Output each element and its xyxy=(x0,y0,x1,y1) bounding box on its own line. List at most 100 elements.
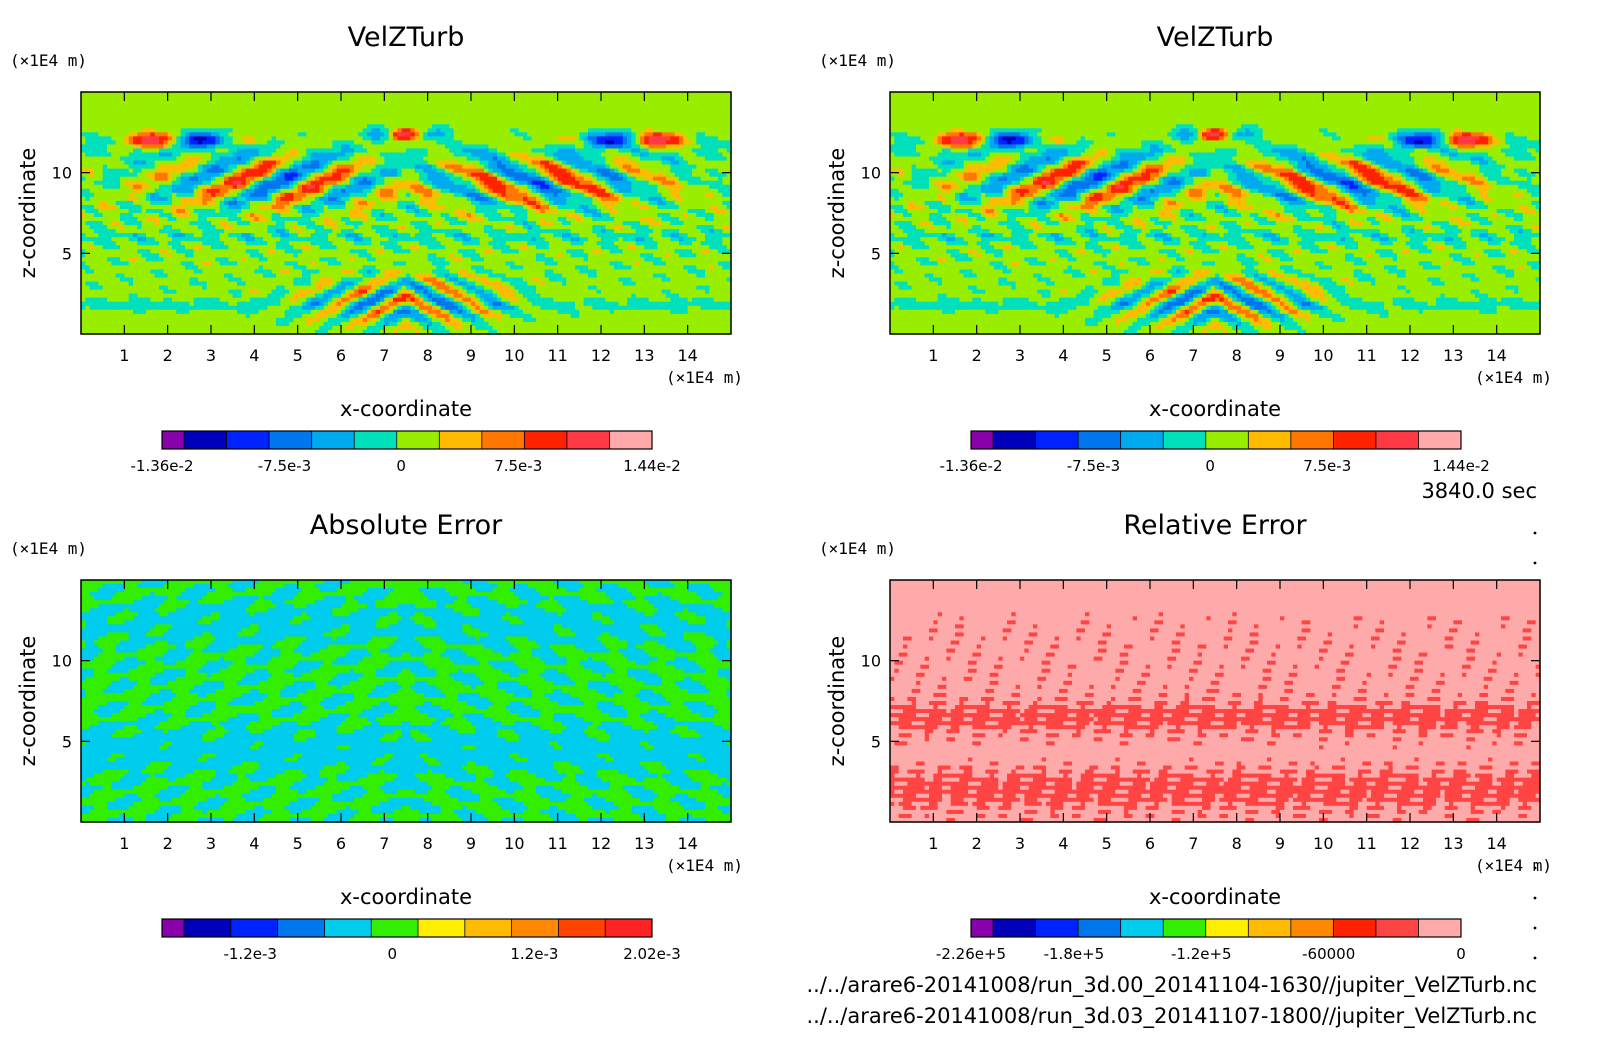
heatmap-cell xyxy=(159,168,164,174)
heatmap-cell xyxy=(479,208,485,214)
heatmap-cell xyxy=(718,221,723,226)
heatmap-cell xyxy=(85,104,91,109)
heatmap-cell xyxy=(289,100,294,105)
heatmap-cell xyxy=(466,164,472,170)
heatmap-cell xyxy=(167,176,173,182)
heatmap-cell xyxy=(440,204,446,210)
heatmap-cell xyxy=(592,144,598,150)
heatmap-cell xyxy=(462,168,468,174)
heatmap-cell xyxy=(354,132,359,137)
heatmap-cell xyxy=(280,172,286,178)
heatmap-cell xyxy=(358,132,364,137)
heatmap-cell xyxy=(510,200,515,206)
heatmap-cell xyxy=(549,96,554,101)
heatmap-cell xyxy=(497,96,502,101)
heatmap-cell xyxy=(570,144,576,150)
heatmap-cell xyxy=(397,136,403,141)
heatmap-cell xyxy=(497,140,502,146)
heatmap-cell xyxy=(423,148,429,154)
heatmap-cell xyxy=(276,200,281,206)
heatmap-cell xyxy=(81,120,86,125)
heatmap-cell xyxy=(718,184,723,190)
heatmap-cell xyxy=(228,196,234,202)
heatmap-cell xyxy=(553,200,559,206)
heatmap-cell xyxy=(440,221,446,226)
heatmap-cell xyxy=(696,104,702,109)
heatmap-cell xyxy=(289,116,294,121)
heatmap-cell xyxy=(289,140,294,146)
heatmap-cell xyxy=(445,96,450,101)
heatmap-cell xyxy=(436,92,442,97)
heatmap-cell xyxy=(557,120,563,125)
heatmap-cell xyxy=(700,217,706,222)
heatmap-cell xyxy=(436,213,442,218)
heatmap-cell xyxy=(588,120,593,125)
heatmap-cell xyxy=(458,96,463,101)
heatmap-cell xyxy=(254,128,260,133)
heatmap-cell xyxy=(726,156,732,162)
heatmap-cell xyxy=(358,136,364,141)
heatmap-cell xyxy=(588,100,593,105)
heatmap-cell xyxy=(124,188,130,194)
heatmap-cell xyxy=(120,136,125,141)
heatmap-cell xyxy=(120,221,125,226)
heatmap-cell xyxy=(523,176,528,182)
heatmap-cell xyxy=(172,180,177,186)
heatmap-cell xyxy=(254,140,260,146)
heatmap-cell xyxy=(271,112,277,117)
footer-file-1: ../../arare6-20141008/run_3d.00_20141104… xyxy=(806,973,1537,998)
heatmap-cell xyxy=(167,152,173,158)
heatmap-cell xyxy=(276,164,281,170)
heatmap-cell xyxy=(549,217,554,222)
heatmap-cell xyxy=(445,140,450,146)
heatmap-cell xyxy=(397,108,403,113)
heatmap-cell xyxy=(180,148,186,154)
heatmap-cell xyxy=(111,128,117,133)
heatmap-cell xyxy=(410,221,416,226)
heatmap-cell xyxy=(367,172,372,178)
heatmap-cell xyxy=(206,128,212,133)
heatmap-cell xyxy=(154,200,160,206)
heatmap-cell xyxy=(575,152,580,158)
heatmap-cell xyxy=(206,164,212,170)
heatmap-cell xyxy=(349,136,355,141)
heatmap-cell xyxy=(328,217,333,222)
heatmap-cell xyxy=(523,136,528,141)
heatmap-cell xyxy=(510,108,515,113)
heatmap-cell xyxy=(263,148,268,154)
heatmap-cell xyxy=(302,208,307,214)
heatmap-cell xyxy=(254,156,260,162)
heatmap-cell xyxy=(137,100,143,105)
heatmap-cell xyxy=(631,192,637,198)
heatmap-cell xyxy=(193,152,199,158)
heatmap-cell xyxy=(497,217,502,222)
heatmap-cell xyxy=(263,176,268,182)
heatmap-cell xyxy=(657,112,663,117)
heatmap-cell xyxy=(414,204,420,210)
heatmap-cell xyxy=(228,164,234,170)
heatmap-cell xyxy=(583,184,589,190)
heatmap-cell xyxy=(523,217,528,222)
heatmap-cell xyxy=(232,152,238,158)
heatmap-cell xyxy=(635,180,641,186)
heatmap-cell xyxy=(718,196,723,202)
heatmap-cell xyxy=(648,136,654,141)
heatmap-cell xyxy=(211,221,216,226)
heatmap-cell xyxy=(553,112,559,117)
heatmap-cell xyxy=(362,92,368,97)
heatmap-cell xyxy=(445,221,450,226)
heatmap-cell xyxy=(263,128,268,133)
heatmap-cell xyxy=(124,184,130,190)
heatmap-cell xyxy=(81,192,86,198)
heatmap-cell xyxy=(172,172,177,178)
heatmap-cell xyxy=(159,192,164,198)
heatmap-cell xyxy=(241,92,247,97)
heatmap-cell xyxy=(293,112,299,117)
heatmap-cell xyxy=(458,188,463,194)
heatmap-cell xyxy=(388,108,394,113)
heatmap-cell xyxy=(341,208,346,214)
heatmap-cell xyxy=(514,213,520,218)
heatmap-cell xyxy=(102,128,108,133)
heatmap-cell xyxy=(384,180,390,186)
heatmap-cell xyxy=(393,132,398,137)
